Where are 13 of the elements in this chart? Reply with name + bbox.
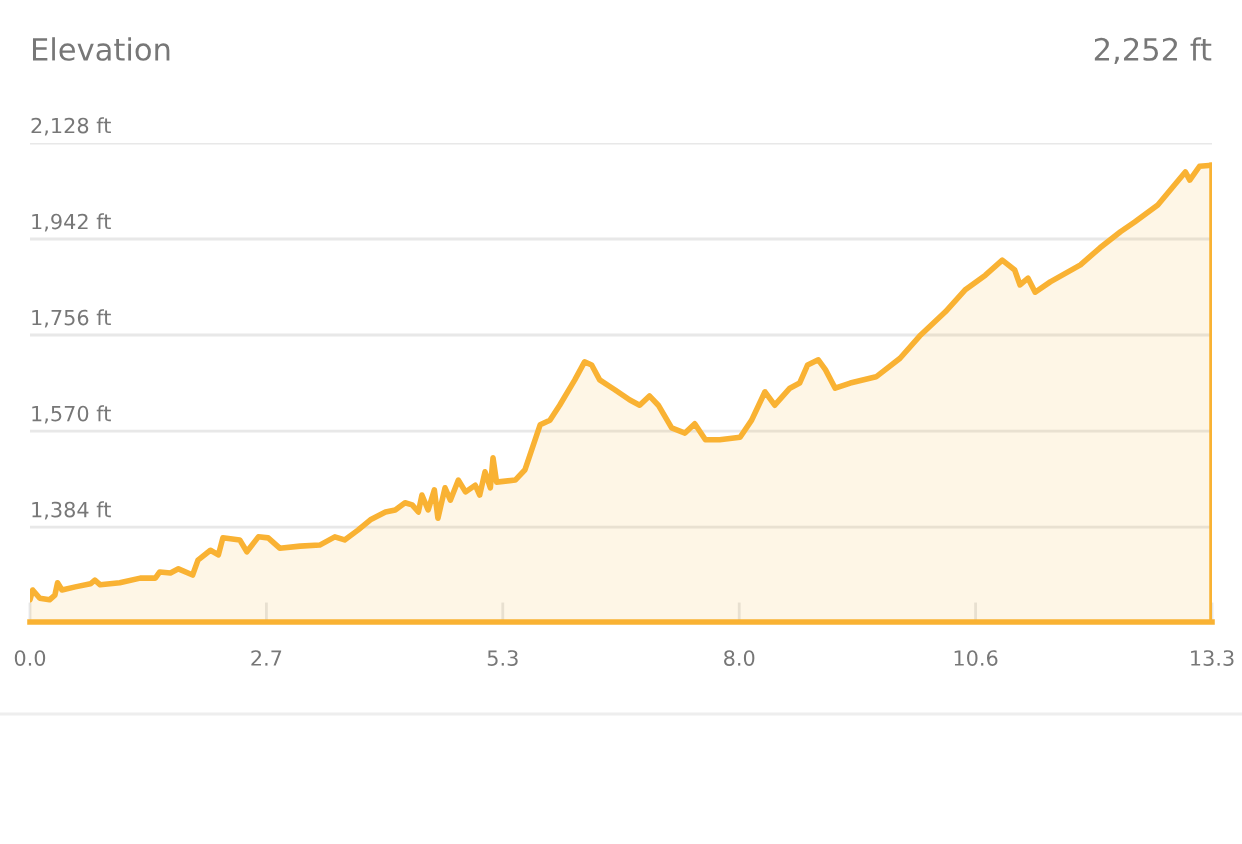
x-tick-label: 13.3 <box>1191 650 1234 666</box>
x-tick-label: 8.0 <box>724 650 755 666</box>
x-tick-label: 10.6 <box>954 650 998 666</box>
y-tick-label: 2,128 ft <box>31 117 111 136</box>
y-tick-label: 1,384 ft <box>32 501 111 520</box>
y-tick-label: 1,942 ft <box>32 213 111 232</box>
chart-subtitle: 2,252 ft <box>1094 37 1212 64</box>
x-tick-label: 2.7 <box>251 650 282 666</box>
x-tick-label: 5.3 <box>487 650 518 666</box>
y-tick-label: 1,570 ft <box>32 405 111 424</box>
y-tick-label: 1,756 ft <box>32 309 111 328</box>
x-tick-label: 0.0 <box>14 650 46 666</box>
chart-title: Elevation <box>33 37 170 61</box>
